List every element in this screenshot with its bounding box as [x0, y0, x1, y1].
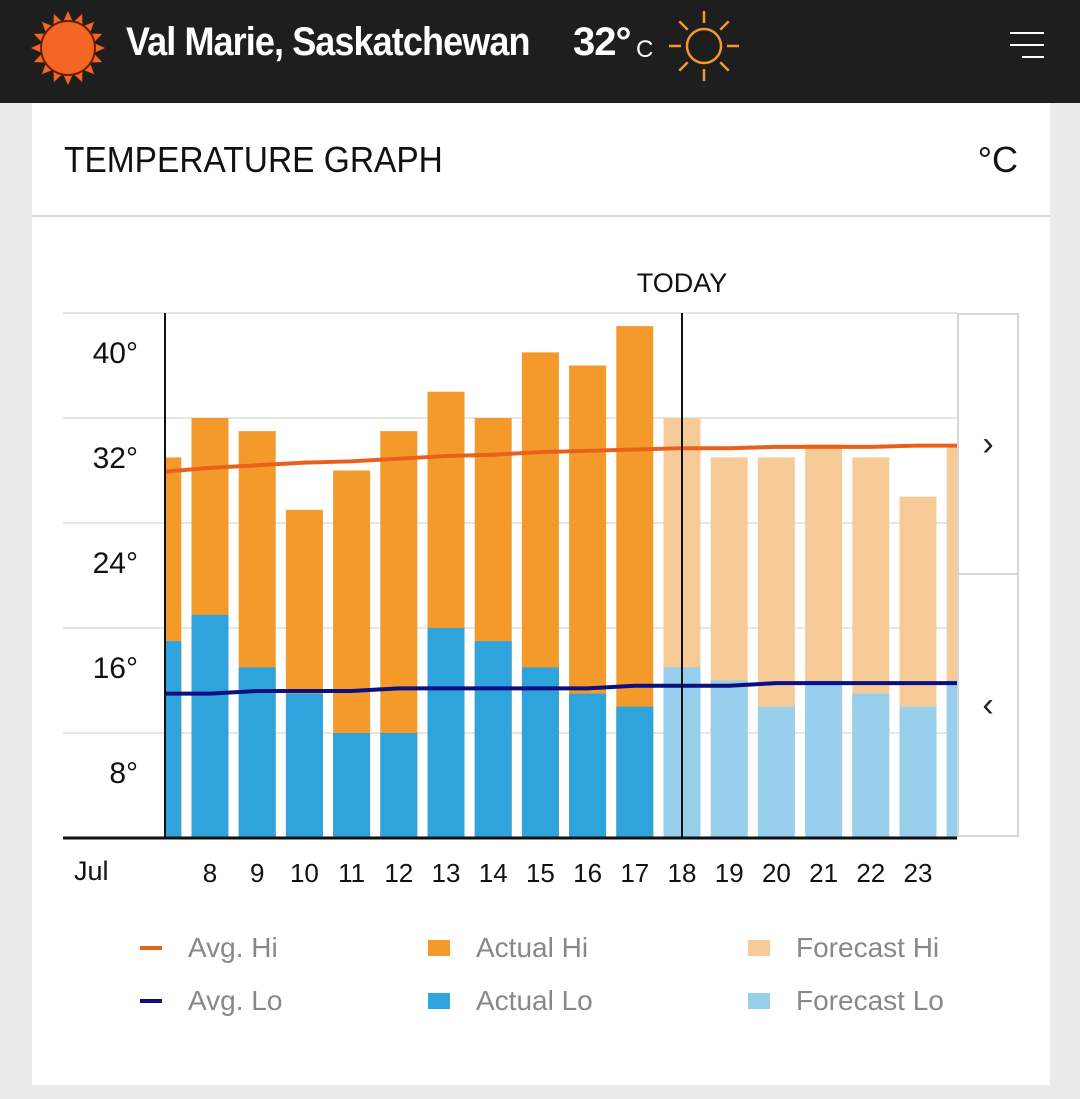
x-tick-label: 22: [856, 858, 885, 888]
sun-ray: [678, 61, 689, 72]
current-temperature: 32°: [573, 20, 631, 64]
x-tick-label: 19: [715, 858, 744, 888]
chevron-left-icon: ‹: [982, 685, 994, 724]
actual-lo-bar: [474, 641, 512, 838]
unit-toggle[interactable]: °C: [977, 139, 1018, 180]
x-tick-label: 10: [290, 858, 319, 888]
location-name[interactable]: Val Marie, Saskatchewan: [126, 20, 530, 64]
x-tick-label: 13: [432, 858, 461, 888]
sun-ray: [41, 62, 54, 75]
chevron-right-icon: ›: [982, 424, 994, 463]
legend-forecast-hi: Forecast Hi: [748, 932, 939, 964]
legend-avg-hi: Avg. Hi: [140, 932, 278, 964]
x-tick-label: 23: [904, 858, 933, 888]
sun-ray: [62, 73, 74, 85]
actual-lo-bar: [165, 641, 182, 838]
y-tick-label: 16°: [93, 652, 138, 685]
sun-ray: [31, 42, 43, 54]
x-tick-label: 11: [338, 858, 365, 888]
y-tick-label: 24°: [93, 547, 138, 580]
legend-label: Forecast Hi: [796, 932, 940, 963]
sun-ray: [93, 42, 105, 54]
x-tick-label: 17: [620, 858, 649, 888]
actual-lo-bar: [616, 706, 654, 838]
x-tick-label: 16: [573, 858, 602, 888]
legend-swatch: [428, 940, 450, 956]
actual-lo-bar: [333, 733, 371, 838]
forecast-lo-bar: [852, 693, 890, 838]
today-label: TODAY: [637, 268, 728, 298]
forecast-hi-bar: [946, 444, 957, 838]
avg-lo-line: [165, 681, 957, 696]
legend-actual-hi: Actual Hi: [428, 932, 588, 964]
x-tick-label: 15: [526, 858, 555, 888]
x-tick-label: 20: [762, 858, 791, 888]
y-tick-label: 40°: [93, 337, 138, 370]
x-tick-label: 8: [203, 858, 217, 888]
legend-label: Avg. Lo: [188, 985, 283, 1016]
sun-ray: [719, 20, 730, 31]
forecast-lo-bar: [757, 706, 795, 838]
legend-actual-lo: Actual Lo: [428, 985, 593, 1017]
sun-ray: [82, 62, 95, 75]
x-tick-label: 14: [479, 858, 508, 888]
x-tick-label: 18: [668, 858, 697, 888]
legend-swatch: [748, 940, 770, 956]
legend-label: Forecast Lo: [796, 985, 944, 1016]
legend-swatch: [140, 999, 162, 1003]
card-header: TEMPERATURE GRAPH °C: [32, 103, 1050, 217]
legend-forecast-lo: Forecast Lo: [748, 985, 944, 1017]
legend-swatch: [748, 993, 770, 1009]
forecast-lo-bar: [805, 680, 843, 838]
y-tick-label: 32°: [93, 442, 138, 475]
x-tick-label: 21: [809, 858, 838, 888]
top-bar: Val Marie, Saskatchewan 32° C: [0, 0, 1080, 103]
sun-ray: [41, 21, 54, 34]
previous-button[interactable]: ‹: [957, 573, 1019, 837]
y-tick-label: 8°: [109, 757, 138, 790]
actual-lo-bar: [380, 733, 418, 838]
forecast-lo-bar: [946, 680, 957, 838]
sun-ray: [678, 20, 689, 31]
actual-lo-bar: [238, 667, 276, 838]
forecast-lo-bar: [710, 680, 748, 838]
forecast-lo-bar: [899, 706, 937, 838]
legend-avg-lo: Avg. Lo: [140, 985, 282, 1017]
hamburger-menu-icon[interactable]: [1008, 32, 1044, 60]
sun-logo-icon[interactable]: [30, 10, 106, 86]
legend-label: Avg. Hi: [188, 932, 278, 963]
legend-swatch: [428, 993, 450, 1009]
actual-lo-bar: [191, 614, 229, 838]
month-label: Jul: [74, 856, 109, 886]
actual-lo-bar: [285, 693, 323, 838]
actual-lo-bar: [569, 693, 607, 838]
legend-label: Actual Hi: [476, 932, 589, 963]
temperature-unit: C: [636, 36, 654, 63]
sunny-icon: [669, 11, 739, 81]
sun-ray: [62, 11, 74, 23]
card-title: TEMPERATURE GRAPH: [64, 139, 443, 180]
sun-ray: [719, 61, 730, 72]
actual-lo-bar: [427, 628, 465, 838]
avg-hi-line: [165, 443, 957, 474]
x-tick-label: 12: [384, 858, 413, 888]
legend-swatch: [140, 946, 162, 950]
actual-lo-bar: [521, 667, 559, 838]
x-tick-label: 9: [250, 858, 264, 888]
next-button[interactable]: ›: [957, 313, 1019, 575]
legend-label: Actual Lo: [476, 985, 593, 1016]
sun-ray: [82, 21, 95, 34]
